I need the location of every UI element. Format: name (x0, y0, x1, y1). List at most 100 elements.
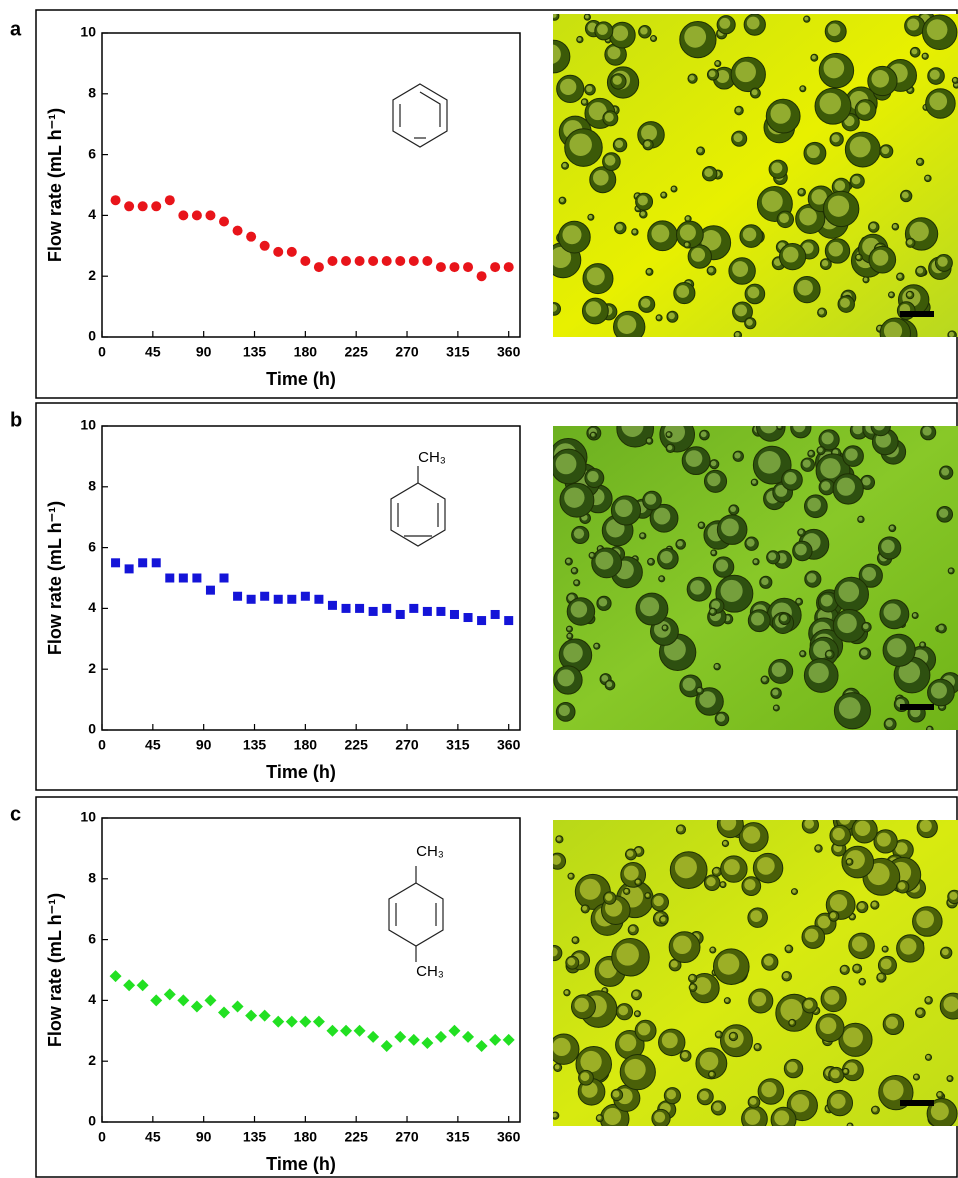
bubble-highlight (661, 192, 666, 197)
bubble-highlight (885, 719, 893, 727)
bubble-highlight (579, 878, 601, 900)
point (408, 256, 419, 266)
bubble-highlight (681, 1051, 689, 1059)
bubble-highlight (774, 1110, 790, 1126)
bubble-highlight (784, 472, 797, 485)
bubble-highlight (830, 912, 837, 919)
bubble-highlight (857, 102, 871, 115)
x-tick-label: 270 (395, 1129, 419, 1145)
point (463, 613, 473, 623)
bubble-highlight (804, 820, 815, 829)
bubble-highlight (840, 297, 850, 308)
point (124, 564, 134, 574)
bubble-highlight (684, 25, 707, 48)
bubble-highlight (817, 915, 831, 929)
bubble-highlight (641, 124, 657, 141)
point (177, 994, 190, 1007)
bubble-highlight (858, 516, 863, 521)
bubble-highlight (662, 625, 667, 630)
bubble-highlight (926, 1055, 930, 1059)
bubble-highlight (758, 450, 781, 474)
bubble-highlight (808, 451, 813, 456)
point (313, 262, 324, 273)
bubble-highlight (587, 470, 599, 483)
bubble-highlight (735, 107, 741, 113)
point (218, 1006, 231, 1019)
bubble-highlight (925, 997, 931, 1002)
point (205, 585, 215, 595)
bubble-highlight (607, 46, 621, 60)
bubble-highlight (554, 1064, 560, 1070)
bubble-highlight (849, 136, 871, 158)
bubble-highlight (752, 479, 756, 484)
bubble-highlight (640, 533, 645, 538)
bubble-highlight (567, 957, 576, 966)
bubble-highlight (749, 1097, 757, 1105)
bubble-highlight (871, 901, 877, 907)
point (231, 1000, 244, 1013)
point (312, 1015, 325, 1028)
bubble-highlight (597, 1115, 602, 1120)
bubble-highlight (717, 953, 740, 975)
bubble-highlight (746, 538, 755, 547)
y-tick-label: 4 (88, 991, 96, 1007)
bubble-highlight (567, 633, 572, 638)
bubble-highlight (853, 965, 860, 971)
bubble-highlight (761, 577, 769, 586)
point (504, 616, 514, 626)
bubble-highlight (699, 1051, 719, 1071)
bubble-highlight (699, 1090, 709, 1101)
bubble-highlight (783, 972, 789, 979)
bubble-highlight (709, 1071, 714, 1077)
x-tick-label: 270 (395, 737, 419, 753)
bubble-highlight (826, 651, 832, 657)
bubble-highlight (615, 223, 623, 231)
bubble-highlight (556, 836, 561, 841)
bubble-highlight (907, 18, 920, 31)
bubble-highlight (811, 55, 816, 60)
bubble-highlight (673, 935, 692, 955)
bubble-highlight (645, 493, 657, 505)
bubble-highlight (885, 1016, 899, 1029)
point (449, 262, 460, 273)
bubble-highlight (677, 540, 683, 547)
x-tick-label: 315 (446, 737, 470, 753)
bubble-highlight (895, 842, 908, 855)
x-tick-label: 225 (345, 344, 369, 360)
bubble-highlight (761, 1081, 777, 1098)
bubble-highlight (594, 643, 599, 648)
point (314, 594, 324, 604)
bubble-highlight (651, 224, 670, 243)
point (462, 1030, 475, 1043)
bubble-highlight (948, 331, 955, 337)
bubble-highlight (873, 426, 885, 431)
point (233, 591, 243, 601)
micrograph (553, 14, 958, 337)
bubble-highlight (847, 859, 852, 864)
bubble-highlight (800, 86, 805, 91)
x-tick-label: 135 (243, 1129, 267, 1145)
bubble-highlight (821, 481, 831, 491)
bubble-highlight (635, 879, 640, 884)
bubble-highlight (555, 453, 577, 475)
bubble-highlight (867, 863, 890, 886)
point (163, 988, 176, 1001)
bubble-highlight (881, 146, 890, 155)
bubble-highlight (941, 948, 949, 956)
bubble-highlight (559, 197, 565, 203)
bubble-highlight (585, 14, 589, 19)
bubble-highlight (855, 820, 871, 836)
point (475, 1040, 488, 1052)
bubble-highlight (597, 24, 608, 35)
bubble-highlight (838, 581, 860, 603)
bubble-highlight (645, 893, 650, 897)
bubble-highlight (771, 162, 783, 174)
bubble-highlight (821, 432, 834, 445)
bubble-highlight (821, 260, 829, 267)
bubble-highlight (612, 25, 629, 41)
point (151, 558, 161, 568)
y-tick-label: 0 (88, 721, 96, 737)
bubble-highlight (685, 450, 703, 467)
bubble-highlight (929, 92, 948, 111)
bubble-highlight (598, 960, 617, 979)
